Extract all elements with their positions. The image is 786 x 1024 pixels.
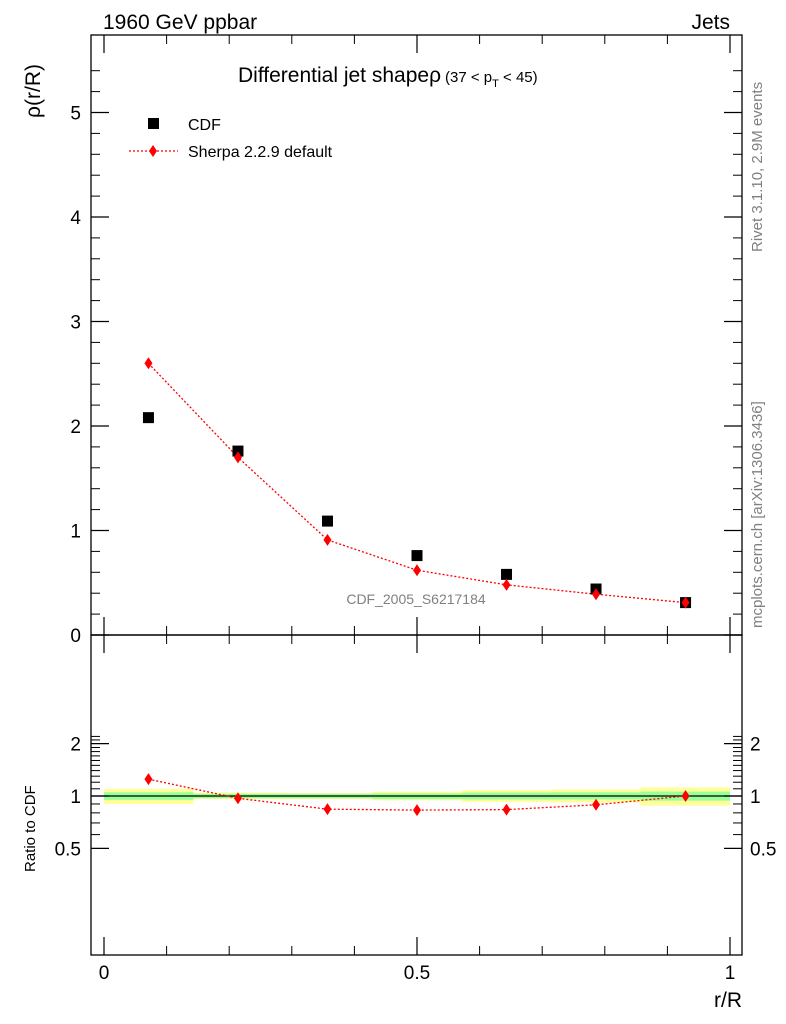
ratio-y-axis-label: Ratio to CDF bbox=[22, 785, 39, 872]
title-main: Differential jet shape bbox=[238, 64, 429, 87]
ratio-panel: 0.5 0.51 12 2 0 0.5 1 Ratio to CDF r/R bbox=[22, 634, 777, 1012]
title-rho: ρ bbox=[429, 64, 441, 87]
ratio-y-tick-label: 2 bbox=[70, 735, 81, 756]
main-y-axis-label: ρ(r/R) bbox=[22, 64, 45, 118]
sherpa-data-point bbox=[323, 533, 332, 546]
cdf-data-point bbox=[232, 445, 244, 457]
main-panel: 0 1 2 3 4 5 ρ(r/R) Differential jet shapeρ (37… bbox=[22, 34, 743, 647]
main-chart-title: Differential jet shapeρ (37 < pT < 45) bbox=[238, 64, 538, 90]
main-y-ticks: 0 1 2 3 4 5 bbox=[70, 35, 742, 647]
ratio-y-tick-label-right: 0.5 bbox=[750, 839, 776, 860]
header-left: 1960 GeV ppbar bbox=[103, 11, 257, 34]
ratio-sherpa-point bbox=[502, 803, 511, 816]
y-tick-label: 3 bbox=[70, 313, 81, 334]
legend-marker-sherpa bbox=[149, 145, 157, 157]
cdf-data-point bbox=[501, 568, 513, 580]
main-data-layer bbox=[142, 357, 692, 609]
ratio-sherpa-point bbox=[592, 798, 601, 811]
ratio-data-layer bbox=[144, 773, 690, 817]
cdf-data-point bbox=[321, 515, 333, 527]
y-tick-label: 4 bbox=[70, 208, 81, 229]
legend-label-sherpa: Sherpa 2.2.9 default bbox=[188, 144, 333, 161]
rivet-version-label: Rivet 3.1.10, 2.9M events bbox=[749, 82, 766, 252]
sherpa-data-point bbox=[413, 564, 421, 577]
cdf-data-point bbox=[142, 412, 154, 424]
sherpa-data-point bbox=[681, 596, 690, 609]
x-ticks: 0 0.5 1 bbox=[99, 635, 736, 984]
ratio-y-tick-label: 1 bbox=[70, 787, 81, 808]
ratio-y-ticks: 0.5 0.5 1 1 2 2 bbox=[55, 735, 777, 861]
x-axis-label: r/R bbox=[714, 989, 742, 1012]
y-tick-label: 0 bbox=[70, 626, 81, 647]
y-tick-label: 5 bbox=[70, 104, 81, 125]
x-tick-label: 0.5 bbox=[404, 963, 430, 984]
x-tick-label: 0 bbox=[99, 963, 110, 984]
ratio-sherpa-point bbox=[233, 792, 242, 805]
title-range-end: < 45) bbox=[499, 69, 538, 86]
y-tick-label: 2 bbox=[70, 417, 81, 438]
y-tick-label: 1 bbox=[70, 522, 81, 543]
mcplots-label: mcplots.cern.ch [arXiv:1306.3436] bbox=[749, 401, 766, 628]
sherpa-data-point bbox=[144, 357, 153, 370]
ratio-y-tick-label-right: 2 bbox=[750, 735, 761, 756]
title-subscript: T bbox=[492, 78, 499, 90]
header-right: Jets bbox=[691, 11, 730, 34]
x-tick-label: 1 bbox=[725, 963, 736, 984]
sherpa-data-point bbox=[502, 578, 511, 591]
ratio-sherpa-point bbox=[144, 773, 153, 786]
ratio-sherpa-point bbox=[681, 790, 690, 802]
ratio-y-tick-label-right: 1 bbox=[750, 787, 761, 808]
legend-marker-cdf bbox=[148, 118, 159, 129]
legend-label-cdf: CDF bbox=[188, 117, 221, 134]
title-range: (37 < p bbox=[445, 69, 492, 86]
analysis-watermark: CDF_2005_S6217184 bbox=[346, 591, 486, 607]
legend: CDF Sherpa 2.2.9 default bbox=[129, 117, 333, 161]
sherpa-data-point bbox=[592, 588, 601, 601]
ratio-sherpa-point bbox=[413, 804, 421, 817]
cdf-data-point bbox=[411, 550, 423, 562]
ratio-y-tick-label: 0.5 bbox=[55, 839, 81, 860]
ratio-sherpa-point bbox=[323, 803, 332, 816]
sherpa-data-point bbox=[233, 451, 242, 464]
